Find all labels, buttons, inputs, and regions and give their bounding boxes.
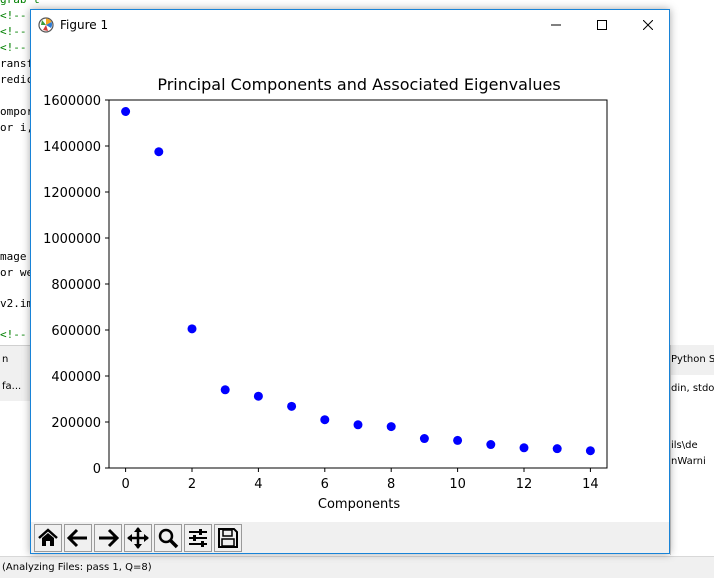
back-button[interactable]	[64, 524, 92, 552]
background-code-line: <!--	[0, 328, 27, 341]
background-shell-panel: Python Sh din, stdou ils\de nWarni	[670, 345, 714, 555]
data-point	[519, 443, 529, 453]
y-tick-label: 800000	[51, 278, 101, 293]
y-tick-label: 200000	[51, 416, 101, 431]
x-axis-label: Components	[318, 497, 400, 512]
save-button[interactable]	[214, 524, 242, 552]
x-axis: 0 2 4 6 8 10 12 14	[121, 468, 599, 492]
background-code-line: mage	[0, 250, 27, 263]
background-code-line: <!--	[0, 9, 27, 22]
home-button[interactable]	[34, 524, 62, 552]
data-point	[386, 422, 396, 432]
home-icon	[38, 528, 58, 546]
magnifier-icon	[158, 528, 179, 549]
x-tick-label: 8	[387, 477, 395, 492]
y-tick-label: 0	[93, 462, 101, 477]
configure-subplots-button[interactable]	[184, 524, 212, 552]
x-tick-label: 4	[254, 477, 262, 492]
y-tick-label: 600000	[51, 324, 101, 339]
move-icon	[127, 527, 149, 549]
data-points	[121, 107, 595, 456]
background-code-line: ompor	[0, 105, 34, 118]
data-point	[585, 446, 595, 456]
x-tick-label: 10	[449, 477, 466, 492]
pan-button[interactable]	[124, 524, 152, 552]
minimize-button[interactable]	[533, 10, 579, 40]
background-shell-line: nWarni	[671, 456, 706, 467]
plot-area	[108, 99, 608, 469]
close-button[interactable]	[625, 10, 671, 40]
window-title: Figure 1	[60, 18, 109, 32]
floppy-disk-icon	[218, 528, 238, 548]
close-icon	[643, 20, 653, 30]
data-point	[353, 420, 363, 430]
minimize-icon	[551, 24, 561, 26]
background-shell-line: din, stdou	[671, 383, 714, 394]
background-code-editor: grab the face and classify it <!-- <!-- <!-…	[0, 0, 40, 345]
background-code-line: <!--	[0, 25, 27, 38]
background-shell-tab[interactable]: Python Sh	[671, 345, 714, 375]
chart-title: Principal Components and Associated Eige…	[157, 75, 560, 94]
data-point	[253, 391, 263, 401]
forward-button[interactable]	[94, 524, 122, 552]
data-point	[154, 147, 164, 157]
figure-window: Figure 1 Principal Components and Associ…	[30, 9, 670, 554]
y-tick-label: 1000000	[43, 232, 101, 247]
data-point	[220, 385, 230, 395]
zoom-button[interactable]	[154, 524, 182, 552]
y-axis: 0 200000 400000 600000 800000 1000000 1200000 1…	[43, 94, 109, 477]
arrow-left-icon	[67, 528, 87, 548]
scatter-chart: Principal Components and Associated Eige…	[43, 75, 608, 512]
data-point	[419, 434, 429, 444]
arrow-right-icon	[99, 528, 119, 548]
data-point	[121, 107, 131, 116]
data-point	[320, 415, 330, 425]
data-point	[486, 440, 496, 450]
y-tick-label: 1600000	[43, 94, 101, 109]
y-tick-label: 1400000	[43, 140, 101, 155]
background-code-line: or we	[0, 266, 34, 279]
background-code-line: ransf	[0, 57, 34, 70]
status-bar: (Analyzing Files: pass 1, Q=8)	[0, 556, 714, 578]
background-shell-line: ils\de	[671, 440, 698, 451]
x-tick-label: 14	[582, 477, 599, 492]
background-tab[interactable]: n	[2, 354, 9, 365]
x-tick-label: 12	[516, 477, 533, 492]
background-code-line: grab the face and classify it	[0, 0, 40, 7]
background-code-line: v2.im	[0, 297, 34, 310]
data-point	[552, 444, 562, 454]
x-tick-label: 6	[321, 477, 329, 492]
y-tick-label: 400000	[51, 370, 101, 385]
maximize-icon	[597, 20, 607, 30]
background-code-line: redic	[0, 73, 34, 86]
data-point	[187, 324, 197, 334]
title-bar[interactable]: Figure 1	[31, 10, 669, 40]
x-tick-label: 0	[121, 477, 129, 492]
figure-canvas[interactable]: Principal Components and Associated Eige…	[31, 40, 669, 522]
sliders-icon	[189, 529, 207, 547]
navigation-toolbar	[31, 522, 669, 553]
matplotlib-icon	[38, 17, 54, 33]
data-point	[453, 435, 463, 445]
data-point	[287, 401, 297, 411]
y-tick-label: 1200000	[43, 186, 101, 201]
background-code-line: <!--	[0, 41, 27, 54]
background-tab[interactable]: fa...	[2, 381, 22, 392]
maximize-button[interactable]	[579, 10, 625, 40]
background-code-line: or i,	[0, 121, 34, 134]
x-tick-label: 2	[188, 477, 196, 492]
